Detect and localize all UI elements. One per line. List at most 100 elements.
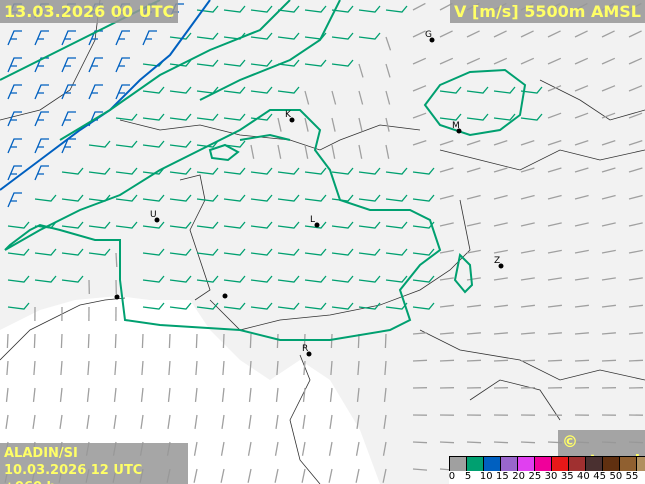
wind-barb: [115, 252, 118, 268]
wind-barb: [520, 113, 543, 121]
wind-barb: [331, 5, 354, 13]
legend-swatch: [517, 456, 535, 472]
wind-barb: [277, 275, 300, 283]
wind-barb: [331, 167, 354, 175]
legend-swatch: [551, 456, 569, 472]
wind-barb: [169, 167, 192, 175]
wind-barb: [141, 333, 144, 349]
wind-barb: [59, 387, 63, 402]
legend-ticks: 0 5 10 15 20 25 30 35 40 45 50 55: [449, 471, 645, 484]
wind-barb: [331, 90, 337, 105]
wind-barb: [61, 84, 76, 100]
legend-swatch: [466, 456, 484, 472]
wind-barb: [34, 57, 49, 73]
wind-barb: [7, 111, 22, 127]
wind-barb: [88, 167, 111, 175]
city-label: M: [452, 121, 460, 131]
wind-barb: [520, 194, 535, 200]
wind-barb: [168, 333, 171, 349]
wind-speed-contours: [0, 0, 527, 341]
wind-barb: [355, 441, 360, 456]
wind-barb: [169, 221, 192, 229]
wind-barb: [196, 140, 219, 148]
wind-barb: [61, 248, 84, 256]
wind-barb: [466, 222, 481, 227]
wind-barb: [196, 221, 219, 229]
wind-barb: [304, 90, 310, 105]
wind-barb: [466, 57, 481, 65]
legend-tick-label: 40: [577, 471, 590, 482]
wind-barb: [331, 302, 354, 310]
wind-barb: [142, 167, 165, 175]
wind-barb: [141, 360, 144, 376]
wind-barb: [223, 248, 246, 256]
wind-barb: [493, 359, 509, 362]
city-label: K: [285, 110, 292, 120]
wind-barb: [86, 414, 90, 429]
wind-barb: [33, 360, 36, 376]
wind-barb: [331, 194, 354, 202]
wind-barb: [61, 275, 84, 283]
wind-barb: [574, 85, 589, 92]
wind-barb: [493, 57, 508, 65]
wind-barb: [412, 359, 428, 362]
wind-barb: [34, 194, 57, 202]
wind-barb: [628, 332, 643, 335]
wind-barb: [574, 112, 589, 119]
wind-barb: [520, 277, 535, 281]
wind-barb: [113, 414, 117, 429]
wind-barb: [439, 86, 462, 94]
wind-barb: [169, 194, 192, 202]
wind-barb: [385, 167, 408, 175]
wind-barb: [250, 86, 273, 94]
wind-barb: [88, 140, 111, 148]
city-dot: [429, 37, 435, 43]
wind-barb: [628, 139, 643, 146]
wind-barb: [142, 113, 165, 121]
wind-barb: [385, 221, 408, 229]
wind-barb: [357, 360, 360, 376]
city-dot: [154, 217, 160, 223]
wind-barb: [628, 194, 643, 200]
wind-barb: [357, 333, 360, 349]
wind-barb: [493, 249, 508, 254]
wind-barb: [385, 5, 408, 13]
wind-barb: [196, 248, 219, 256]
wind-barb: [32, 414, 36, 429]
wind-barb: [115, 30, 130, 46]
wind-barb: [277, 5, 300, 13]
wind-barb: [34, 30, 49, 46]
wind-barb: [439, 359, 455, 362]
wind-barb: [87, 333, 90, 349]
legend-swatch: [636, 456, 645, 472]
wind-barb: [88, 221, 111, 229]
wind-barb: [493, 332, 508, 335]
legend-swatch: [568, 456, 586, 472]
wind-barb: [277, 248, 300, 256]
wind-barb: [115, 221, 138, 229]
wind-barb: [356, 414, 360, 429]
wind-barb: [628, 112, 643, 119]
city-dot: [289, 117, 295, 123]
wind-barb: [249, 333, 252, 349]
wind-barb: [331, 221, 354, 229]
wind-barb: [277, 86, 300, 94]
wind-barb: [140, 387, 144, 402]
wind-barb: [304, 248, 327, 256]
legend-swatch: [585, 456, 603, 472]
wind-barb: [114, 333, 117, 349]
wind-barb: [574, 194, 589, 200]
wind-barb: [358, 5, 381, 13]
wind-barb: [358, 221, 381, 229]
wind-barb: [628, 30, 642, 38]
city-dot: [314, 222, 320, 228]
wind-barb: [115, 84, 130, 100]
wind-barb: [493, 113, 516, 121]
wind-barb: [383, 414, 387, 429]
city-dot: [498, 263, 504, 269]
wind-barb: [412, 302, 435, 310]
wind-barb: [115, 140, 138, 148]
wind-barb: [274, 441, 279, 456]
wind-barb: [249, 360, 252, 376]
wind-barb: [277, 144, 282, 159]
